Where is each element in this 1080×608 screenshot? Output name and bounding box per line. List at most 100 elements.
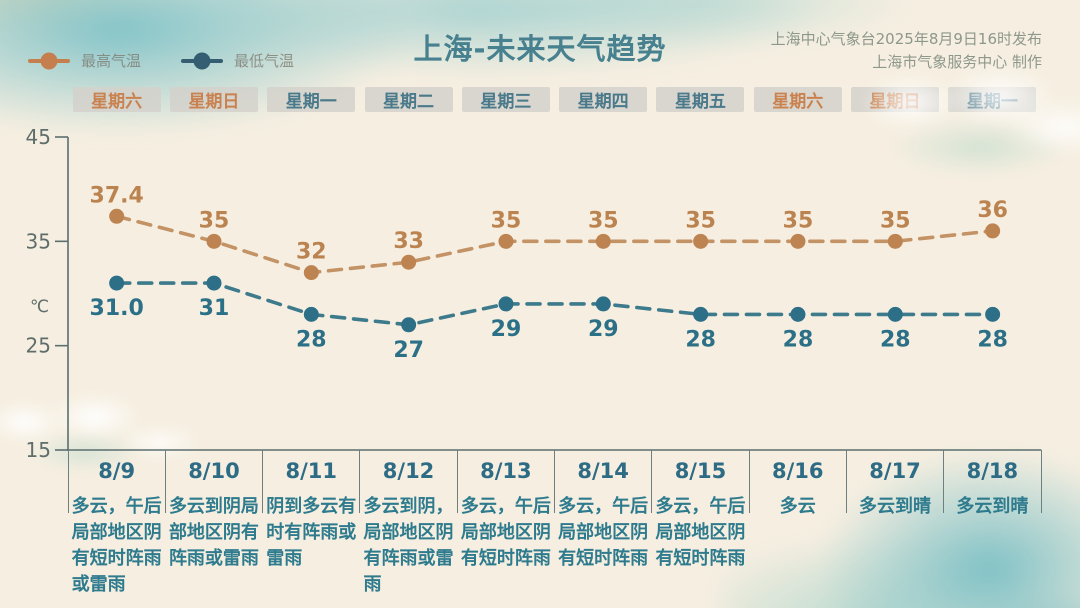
forecast-desc: 多云到阴局 部地区阴有 阵雨或雷雨 xyxy=(168,496,259,569)
series-low: 31.0 31 28 27 29 29 28 28 28 28 xyxy=(90,275,1008,363)
forecast-desc: 多云到晴 xyxy=(956,496,1029,517)
column-separator xyxy=(456,450,458,513)
series-high: 37.4 35 32 33 35 35 35 35 35 36 xyxy=(90,183,1008,281)
data-label-low: 28 xyxy=(880,327,911,352)
weekday-tab-5: 星期三 xyxy=(461,87,550,112)
column-separator xyxy=(67,450,69,513)
data-point-low xyxy=(790,306,806,322)
column-separator xyxy=(359,450,361,513)
legend-line-dot-icon xyxy=(28,52,70,69)
forecast-column-4: 8/12 多云到阴， 局部地区阴 有阵雨或雷 雨 xyxy=(360,452,457,598)
forecast-column-3: 8/11 阴到多云有 时有阵雨或 雷雨 xyxy=(263,452,360,598)
data-label-high: 32 xyxy=(296,240,327,265)
forecast-desc: 多云到阴， 局部地区阴 有阵雨或雷 雨 xyxy=(363,496,454,595)
forecast-desc: 多云，午后 局部地区阴 有短时阵雨 xyxy=(558,496,649,569)
forecast-table: 8/9 多云，午后 局部地区阴 有短时阵雨 或雷雨 8/10 多云到阴局 部地区阴有 … xyxy=(68,452,1041,598)
data-label-low: 31.0 xyxy=(90,296,144,321)
forecast-column-7: 8/15 多云，午后 局部地区阴 有短时阵雨 xyxy=(652,452,749,598)
forecast-desc: 阴到多云有 时有阵雨或 雷雨 xyxy=(266,496,357,569)
forecast-column-6: 8/14 多云，午后 局部地区阴 有短时阵雨 xyxy=(555,452,652,598)
y-tick-label: 45 xyxy=(26,125,51,149)
data-point-high xyxy=(303,265,319,281)
forecast-date: 8/16 xyxy=(771,459,824,483)
data-point-high xyxy=(206,233,222,249)
data-point-high xyxy=(790,233,806,249)
forecast-date: 8/14 xyxy=(577,459,629,483)
y-axis-unit-label: ℃ xyxy=(30,297,49,317)
column-separator xyxy=(748,450,750,513)
data-label-high: 35 xyxy=(491,208,522,233)
y-tick-label: 35 xyxy=(26,229,51,253)
data-label-high: 35 xyxy=(685,208,716,233)
data-point-low xyxy=(985,306,1001,322)
legend-label: 最低气温 xyxy=(234,52,295,70)
forecast-desc: 多云到晴 xyxy=(859,496,932,517)
data-point-low xyxy=(401,317,417,333)
forecast-desc: 多云，午后 局部地区阴 有短时阵雨 xyxy=(460,496,551,569)
legend-label: 最高气温 xyxy=(81,52,142,70)
forecast-column-5: 8/13 多云，午后 局部地区阴 有短时阵雨 xyxy=(457,452,554,598)
weekday-tab-7: 星期五 xyxy=(656,87,745,112)
data-label-low: 28 xyxy=(296,327,327,352)
y-tick-label: 15 xyxy=(26,438,51,462)
publisher-line-1: 上海中心气象台2025年8月9日16时发布 xyxy=(770,30,1042,48)
data-label-high: 36 xyxy=(977,198,1008,223)
page-title: 上海-未来天气趋势 xyxy=(413,32,667,66)
forecast-date: 8/10 xyxy=(188,459,240,483)
forecast-date: 8/12 xyxy=(382,459,435,483)
data-point-high xyxy=(887,233,903,249)
legend-item-low: 最低气温 xyxy=(181,50,294,71)
data-point-low xyxy=(887,306,903,322)
column-separator xyxy=(943,450,945,513)
data-point-low xyxy=(595,296,611,312)
weekday-tab-3: 星期一 xyxy=(267,87,356,112)
data-label-low: 31 xyxy=(199,296,230,321)
forecast-date: 8/18 xyxy=(966,459,1019,483)
forecast-desc: 多云，午后 局部地区阴 有短时阵雨 或雷雨 xyxy=(71,496,162,595)
data-point-low xyxy=(206,275,222,291)
data-point-high xyxy=(985,223,1001,239)
weekday-tab-4: 星期二 xyxy=(364,87,453,112)
weekday-tab-1: 星期六 xyxy=(72,87,161,112)
data-label-low: 28 xyxy=(685,327,716,352)
forecast-column-9: 8/17 多云到晴 xyxy=(846,452,943,598)
column-separator xyxy=(846,450,848,513)
column-separator xyxy=(164,450,166,513)
data-label-low: 29 xyxy=(588,317,619,342)
data-label-high: 35 xyxy=(783,208,814,233)
legend-item-high: 最高气温 xyxy=(28,50,141,71)
y-tick-label: 25 xyxy=(26,334,51,358)
series-low-line xyxy=(114,281,995,327)
column-separator xyxy=(651,450,653,513)
weekday-tab-8: 星期六 xyxy=(753,87,842,112)
forecast-desc: 多云，午后 局部地区阴 有短时阵雨 xyxy=(655,496,746,569)
data-point-low xyxy=(498,296,514,312)
data-label-high: 35 xyxy=(588,208,619,233)
data-label-high: 35 xyxy=(199,208,230,233)
data-label-high: 35 xyxy=(880,208,911,233)
forecast-desc: 多云 xyxy=(779,496,816,517)
data-label-low: 27 xyxy=(393,338,424,363)
chart-legend: 最高气温 最低气温 xyxy=(28,50,294,71)
series-high-line xyxy=(114,214,995,275)
forecast-column-10: 8/18 多云到晴 xyxy=(944,452,1041,598)
data-point-high xyxy=(693,233,709,249)
forecast-date: 8/9 xyxy=(98,459,136,483)
data-point-low xyxy=(303,306,319,322)
column-separator xyxy=(262,450,264,513)
forecast-column-8: 8/16 多云 xyxy=(749,452,846,598)
data-label-high: 33 xyxy=(393,229,424,254)
data-label-low: 28 xyxy=(783,327,814,352)
data-label-high: 37.4 xyxy=(90,183,144,208)
data-point-high xyxy=(401,254,417,270)
forecast-column-2: 8/10 多云到阴局 部地区阴有 阵雨或雷雨 xyxy=(165,452,262,598)
data-label-low: 29 xyxy=(491,317,522,342)
data-label-low: 28 xyxy=(977,327,1008,352)
data-point-high xyxy=(595,233,611,249)
weekday-tab-2: 星期日 xyxy=(169,87,258,112)
axes: 45 35 25 15 ℃ xyxy=(26,125,1042,462)
forecast-date: 8/17 xyxy=(869,459,921,483)
data-point-low xyxy=(109,275,125,291)
